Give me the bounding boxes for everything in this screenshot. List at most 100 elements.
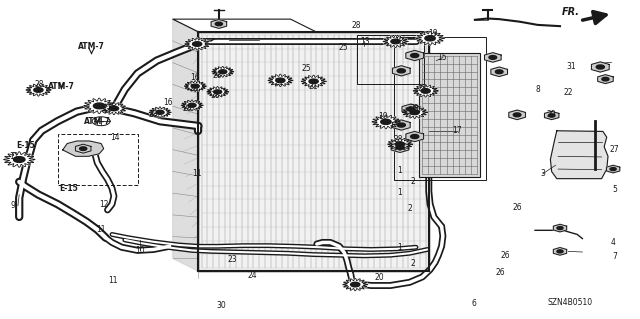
Text: 28: 28 [410, 104, 419, 113]
Bar [394, 37, 486, 180]
Polygon shape [607, 165, 620, 173]
Polygon shape [402, 104, 420, 114]
Text: 28: 28 [394, 135, 403, 144]
Polygon shape [598, 75, 613, 84]
Text: 6: 6 [471, 299, 476, 308]
Text: E-15: E-15 [16, 141, 35, 150]
Polygon shape [421, 89, 430, 93]
Polygon shape [84, 98, 115, 114]
Polygon shape [13, 157, 25, 162]
Polygon shape [26, 84, 51, 96]
Polygon shape [214, 90, 221, 94]
Polygon shape [545, 111, 559, 120]
Text: ATM-7: ATM-7 [84, 117, 111, 126]
Polygon shape [491, 67, 508, 77]
Polygon shape [34, 88, 43, 92]
Text: E-15: E-15 [60, 184, 79, 193]
Polygon shape [416, 31, 444, 45]
Polygon shape [156, 110, 164, 114]
Text: 28: 28 [351, 21, 360, 30]
Text: FR.: FR. [562, 7, 580, 17]
Polygon shape [109, 106, 118, 111]
Circle shape [411, 135, 419, 138]
Circle shape [548, 114, 555, 117]
Text: 2: 2 [410, 259, 415, 268]
Polygon shape [188, 103, 196, 107]
Polygon shape [185, 38, 210, 50]
Circle shape [407, 107, 415, 111]
Polygon shape [193, 42, 202, 46]
Polygon shape [406, 50, 424, 61]
Text: 27: 27 [609, 145, 620, 154]
Circle shape [596, 65, 604, 69]
Polygon shape [554, 224, 566, 232]
Text: 8: 8 [535, 85, 540, 94]
Text: 9: 9 [10, 201, 15, 210]
Text: 16: 16 [163, 98, 173, 107]
Polygon shape [343, 278, 368, 291]
Polygon shape [425, 36, 435, 41]
Text: 2: 2 [407, 204, 412, 213]
Polygon shape [184, 81, 206, 92]
Text: 21: 21 [309, 82, 318, 91]
Polygon shape [403, 106, 428, 119]
Circle shape [495, 70, 503, 74]
Polygon shape [92, 117, 110, 126]
Text: 29: 29 [547, 110, 557, 119]
Circle shape [397, 69, 405, 73]
Text: 2: 2 [410, 177, 415, 186]
Circle shape [396, 145, 404, 149]
Text: 15: 15 [436, 53, 447, 62]
Polygon shape [276, 78, 285, 83]
Text: 11: 11 [10, 152, 19, 161]
Polygon shape [392, 120, 410, 130]
Bar [357, 35, 424, 84]
Circle shape [489, 56, 497, 59]
Polygon shape [391, 142, 409, 152]
Polygon shape [93, 103, 105, 109]
Text: 28: 28 [149, 110, 158, 119]
Polygon shape [372, 115, 400, 129]
Polygon shape [383, 35, 408, 48]
Circle shape [79, 147, 87, 151]
Polygon shape [149, 107, 171, 118]
Bar [198, 32, 429, 271]
Polygon shape [388, 138, 413, 151]
Text: 28: 28 [418, 84, 427, 93]
Text: 18: 18 [395, 37, 404, 46]
Text: 7: 7 [612, 252, 617, 261]
Text: 17: 17 [452, 126, 462, 135]
Text: 1: 1 [397, 243, 403, 252]
Polygon shape [391, 39, 400, 44]
Text: 16: 16 [190, 73, 200, 82]
Polygon shape [173, 19, 198, 271]
Polygon shape [351, 282, 360, 287]
Text: 28: 28 [182, 104, 191, 113]
Text: 28: 28 [211, 91, 220, 100]
Circle shape [411, 54, 419, 57]
Text: 11: 11 [97, 225, 106, 234]
Polygon shape [509, 110, 525, 120]
Text: 26: 26 [512, 203, 522, 212]
Text: 28: 28 [189, 84, 198, 93]
Text: 21: 21 [275, 78, 284, 87]
Polygon shape [219, 70, 227, 74]
Text: 13: 13 [360, 37, 370, 46]
Polygon shape [413, 85, 438, 97]
Text: 28: 28 [213, 71, 222, 80]
Polygon shape [181, 100, 203, 111]
Polygon shape [268, 74, 293, 87]
Polygon shape [406, 131, 424, 142]
Text: 12: 12 [99, 200, 108, 209]
Text: 22: 22 [564, 88, 573, 97]
Text: 19: 19 [378, 112, 388, 121]
Polygon shape [207, 86, 228, 97]
Text: 3: 3 [540, 169, 545, 178]
Polygon shape [211, 19, 227, 28]
Text: 1: 1 [397, 189, 403, 197]
Bar [58, 134, 138, 185]
Text: 4: 4 [611, 238, 616, 247]
Polygon shape [554, 248, 566, 255]
Polygon shape [76, 144, 91, 153]
Polygon shape [381, 119, 391, 124]
